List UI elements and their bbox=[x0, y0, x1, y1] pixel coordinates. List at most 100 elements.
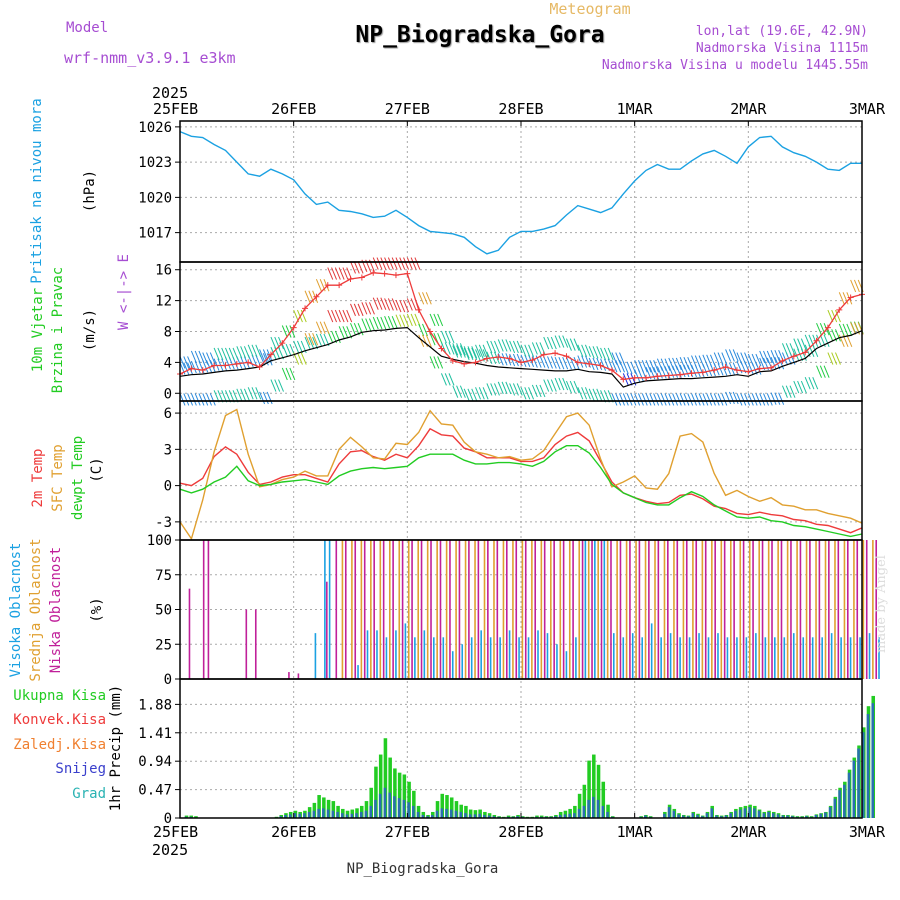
wind-barb bbox=[327, 309, 334, 323]
wind-barb bbox=[547, 379, 553, 392]
precip-total-bar bbox=[322, 797, 326, 818]
wind-gust-marker bbox=[404, 270, 411, 277]
wind-gust-marker bbox=[802, 349, 809, 356]
wind-barb bbox=[520, 354, 527, 368]
wind-barb bbox=[584, 344, 591, 357]
wind-barb bbox=[592, 346, 599, 359]
cloud-mid-title: Srednja Oblacnost bbox=[28, 538, 44, 681]
wind-barb bbox=[615, 360, 622, 373]
wind-barb bbox=[331, 267, 338, 280]
precip-total-bar bbox=[194, 816, 198, 818]
wind-gust-marker bbox=[574, 359, 581, 366]
wind-barb bbox=[793, 348, 800, 361]
wind-barb bbox=[422, 323, 428, 337]
wind-barb bbox=[827, 352, 834, 365]
wind-barb bbox=[649, 360, 656, 373]
wind-barb bbox=[440, 373, 447, 386]
wind-gust-marker bbox=[449, 357, 456, 364]
y-tick-label: 8 bbox=[164, 325, 172, 341]
wind-gust-marker bbox=[529, 357, 536, 364]
wind-barb bbox=[528, 387, 535, 400]
wind-barb bbox=[728, 349, 735, 362]
wind-barb bbox=[448, 330, 455, 344]
wind-barb bbox=[213, 347, 220, 361]
wind-barb bbox=[539, 384, 546, 398]
wind-barb bbox=[334, 267, 341, 280]
year-label-top: 2025 bbox=[152, 84, 188, 102]
wind-barb bbox=[395, 299, 402, 313]
wind-barb bbox=[247, 387, 254, 400]
wind-barb bbox=[410, 298, 417, 311]
precip-snow-bar bbox=[374, 799, 377, 818]
y-tick-label: 1017 bbox=[138, 226, 172, 242]
wind-barb bbox=[785, 385, 792, 398]
wind-barb bbox=[266, 391, 273, 405]
wind-barb bbox=[747, 393, 754, 406]
wind-barb bbox=[270, 336, 277, 350]
wind-barb bbox=[524, 387, 531, 400]
wind-barb bbox=[569, 338, 576, 351]
precip-snow-bar bbox=[847, 772, 851, 818]
wind-barb bbox=[660, 366, 667, 379]
wind-barb bbox=[251, 344, 258, 357]
x-tick-label-top: 1MAR bbox=[617, 100, 654, 118]
wind-barb bbox=[406, 313, 413, 327]
precip-total-bar bbox=[312, 802, 317, 818]
wind-barb bbox=[603, 347, 610, 361]
wind-gust-marker bbox=[188, 365, 195, 372]
wind-barb bbox=[641, 360, 648, 373]
wind-barb bbox=[270, 379, 277, 392]
wind-barb bbox=[838, 334, 845, 347]
precip-total-bar bbox=[350, 809, 355, 818]
wind-barb bbox=[535, 342, 542, 355]
lonlat-label: lon,lat (19.6E, 42.9N) bbox=[695, 24, 868, 39]
wind-barb bbox=[494, 340, 500, 354]
wind-barb bbox=[334, 330, 341, 344]
wind-barb bbox=[800, 380, 807, 394]
wind-barb bbox=[709, 393, 716, 406]
wind-barb bbox=[831, 309, 838, 323]
wind-barb bbox=[770, 392, 777, 405]
wind-barb bbox=[630, 393, 637, 406]
wind-gust-marker bbox=[336, 282, 343, 289]
wind-barb bbox=[262, 349, 269, 362]
precip-snow-bar bbox=[606, 811, 609, 818]
precip-snow-bar bbox=[748, 807, 751, 818]
precip-snow-bar bbox=[331, 810, 335, 818]
wind-gust-marker bbox=[427, 328, 434, 335]
precip-snow-bar bbox=[473, 814, 477, 818]
wind-barb bbox=[550, 336, 557, 350]
precip-snow-bar bbox=[577, 808, 581, 818]
precip-snow-bar bbox=[753, 808, 756, 818]
temp-line-2 bbox=[179, 445, 863, 538]
wind-barb bbox=[763, 393, 769, 406]
wind-barb bbox=[452, 345, 459, 358]
wind-barb bbox=[543, 379, 550, 392]
wind-barb bbox=[399, 257, 406, 270]
wind-barb bbox=[755, 353, 762, 367]
panel-frames bbox=[179, 120, 863, 819]
wind-barb bbox=[433, 313, 440, 327]
cloud-low-title: Niska Oblacnost bbox=[48, 547, 64, 673]
precip-total-bar bbox=[568, 808, 572, 818]
precip-snow-bar bbox=[715, 815, 718, 818]
wind-gust-marker bbox=[483, 355, 490, 362]
precip-snow-bar bbox=[601, 805, 605, 818]
wind-barb bbox=[190, 360, 197, 374]
wind-barb bbox=[406, 257, 413, 270]
wind-barb bbox=[444, 330, 451, 344]
x-tick-label-top: 26FEB bbox=[271, 100, 316, 118]
wind-barb bbox=[600, 358, 607, 371]
wind-barb bbox=[444, 373, 451, 386]
pressure-unit: (hPa) bbox=[82, 170, 98, 212]
precip-snow-bar bbox=[355, 813, 358, 818]
precip-snow-bar bbox=[307, 811, 311, 818]
precip-total-bar bbox=[464, 805, 468, 818]
wind-barb bbox=[797, 338, 804, 351]
precip-snow-bar bbox=[824, 812, 827, 818]
wind-barb bbox=[247, 344, 254, 357]
y-tick-label: 16 bbox=[155, 263, 172, 279]
wind-barb bbox=[566, 338, 572, 351]
y-tick-label: 0 bbox=[164, 479, 172, 495]
precip-total-bar bbox=[402, 774, 407, 818]
